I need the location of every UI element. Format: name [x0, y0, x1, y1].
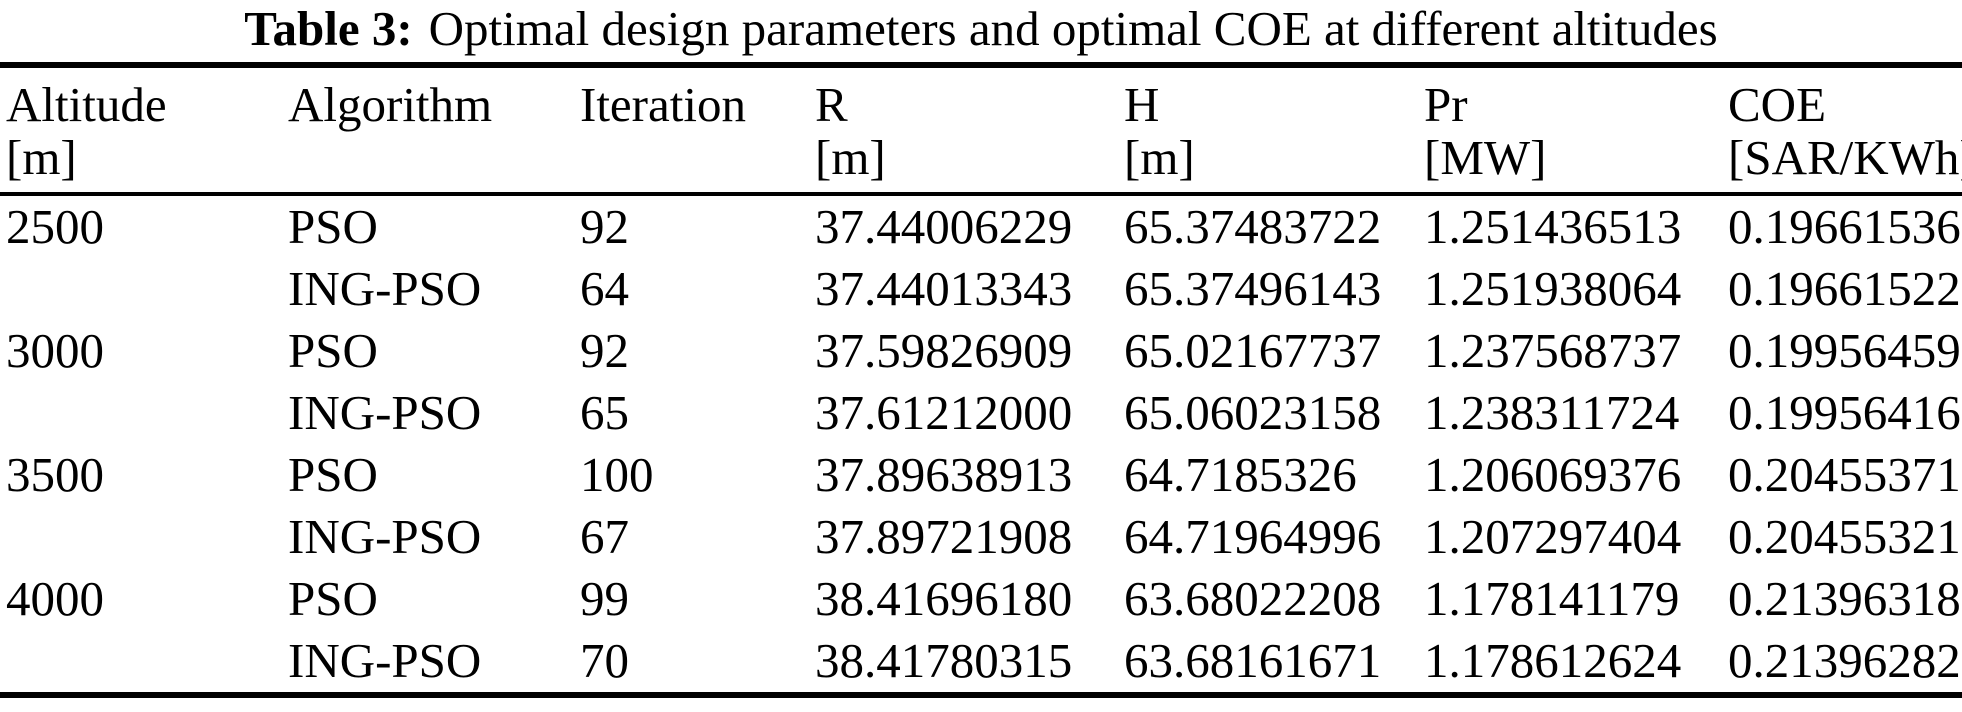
cell-iteration: 99 [580, 571, 629, 626]
cell-iteration: 65 [580, 385, 629, 440]
column-header-algorithm: Algorithm [288, 77, 493, 132]
cell-algorithm: PSO [288, 447, 378, 502]
column-header-iteration: Iteration [580, 77, 746, 132]
table-caption-label: Table 3: [244, 1, 413, 56]
table-row: ING-PSO 70 38.41780315 63.68161671 1.178… [0, 630, 1962, 695]
header-row: Altitude [m] Algorithm Iteration R [m] H [0, 65, 1962, 194]
cell-pr: 1.178141179 [1424, 571, 1680, 626]
table-row: 4000 PSO 99 38.41696180 63.68022208 1.17… [0, 568, 1962, 630]
cell-h: 65.02167737 [1124, 323, 1382, 378]
table-caption-text: Optimal design parameters and optimal CO… [428, 1, 1718, 56]
cell-r: 37.44006229 [815, 199, 1073, 254]
cell-algorithm: PSO [288, 323, 378, 378]
cell-algorithm: PSO [288, 571, 378, 626]
column-header-altitude: Altitude [m] [6, 77, 167, 185]
cell-altitude [0, 506, 288, 568]
cell-altitude: 4000 [6, 571, 104, 626]
cell-altitude [0, 382, 288, 444]
column-header-coe: COE [SAR/KWh] [1728, 77, 1962, 185]
cell-h: 63.68161671 [1124, 633, 1382, 688]
cell-iteration: 92 [580, 323, 629, 378]
cell-algorithm: ING-PSO [288, 633, 482, 688]
cell-iteration: 67 [580, 509, 629, 564]
cell-iteration: 100 [580, 447, 654, 502]
cell-h: 64.7185326 [1124, 447, 1357, 502]
cell-iteration: 64 [580, 261, 629, 316]
cell-altitude: 3000 [6, 323, 104, 378]
cell-pr: 1.206069376 [1424, 447, 1682, 502]
cell-pr: 1.238311724 [1424, 385, 1680, 440]
cell-r: 38.41780315 [815, 633, 1073, 688]
table-row: 3000 PSO 92 37.59826909 65.02167737 1.23… [0, 320, 1962, 382]
table-caption: Table 3: Optimal design parameters and op… [0, 0, 1962, 62]
cell-coe: 0.19956459 [1728, 323, 1961, 378]
results-table: Altitude [m] Algorithm Iteration R [m] H [0, 62, 1962, 698]
column-header-r: R [m] [815, 77, 886, 185]
cell-h: 65.37496143 [1124, 261, 1382, 316]
cell-h: 65.06023158 [1124, 385, 1382, 440]
cell-pr: 1.207297404 [1424, 509, 1682, 564]
cell-coe: 0.19956416 [1728, 385, 1961, 440]
cell-r: 37.44013343 [815, 261, 1073, 316]
cell-coe: 0.19661522 [1728, 261, 1961, 316]
table-row: ING-PSO 67 37.89721908 64.71964996 1.207… [0, 506, 1962, 568]
cell-coe: 0.20455321 [1728, 509, 1961, 564]
cell-algorithm: ING-PSO [288, 385, 482, 440]
cell-altitude: 2500 [6, 199, 104, 254]
cell-r: 37.61212000 [815, 385, 1073, 440]
cell-coe: 0.20455371 [1728, 447, 1961, 502]
cell-r: 38.41696180 [815, 571, 1073, 626]
cell-algorithm: ING-PSO [288, 261, 482, 316]
cell-algorithm: PSO [288, 199, 378, 254]
cell-pr: 1.237568737 [1424, 323, 1682, 378]
table-row: ING-PSO 64 37.44013343 65.37496143 1.251… [0, 258, 1962, 320]
cell-coe: 0.21396318 [1728, 571, 1961, 626]
table-row: 3500 PSO 100 37.89638913 64.7185326 1.20… [0, 444, 1962, 506]
cell-altitude: 3500 [6, 447, 104, 502]
cell-r: 37.89721908 [815, 509, 1073, 564]
column-header-pr: Pr [MW] [1424, 77, 1547, 185]
cell-pr: 1.251938064 [1424, 261, 1682, 316]
cell-r: 37.59826909 [815, 323, 1073, 378]
cell-pr: 1.178612624 [1424, 633, 1682, 688]
table-row: ING-PSO 65 37.61212000 65.06023158 1.238… [0, 382, 1962, 444]
cell-altitude [0, 258, 288, 320]
cell-r: 37.89638913 [815, 447, 1073, 502]
cell-altitude [0, 630, 288, 695]
cell-coe: 0.21396282 [1728, 633, 1961, 688]
cell-h: 65.37483722 [1124, 199, 1382, 254]
cell-coe: 0.19661536 [1728, 199, 1961, 254]
cell-iteration: 70 [580, 633, 629, 688]
table-row: 2500 PSO 92 37.44006229 65.37483722 1.25… [0, 194, 1962, 258]
column-header-h: H [m] [1124, 77, 1195, 185]
cell-algorithm: ING-PSO [288, 509, 482, 564]
cell-h: 63.68022208 [1124, 571, 1382, 626]
cell-h: 64.71964996 [1124, 509, 1382, 564]
cell-pr: 1.251436513 [1424, 199, 1682, 254]
cell-iteration: 92 [580, 199, 629, 254]
